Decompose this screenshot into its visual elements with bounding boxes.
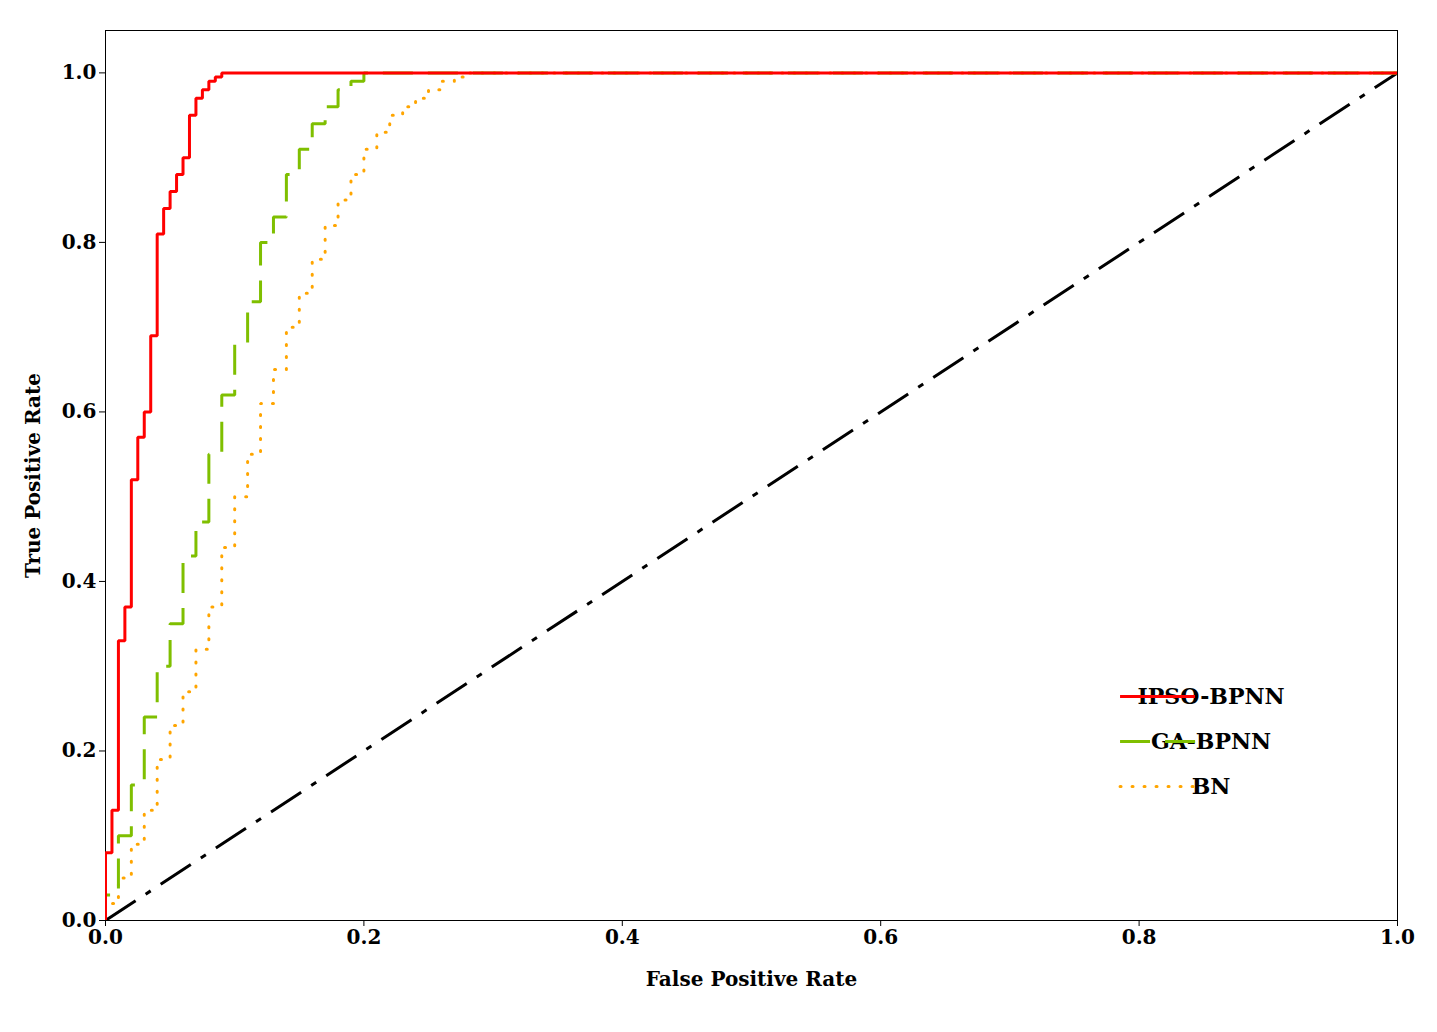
svg-text:False Positive Rate: False Positive Rate (646, 967, 857, 991)
svg-text:1.0: 1.0 (1380, 925, 1415, 949)
svg-text:0.8: 0.8 (62, 230, 97, 254)
svg-text:GA-BPNN: GA-BPNN (1150, 728, 1272, 755)
svg-text:0.8: 0.8 (1122, 925, 1157, 949)
svg-text:0.4: 0.4 (62, 569, 97, 593)
svg-text:0.4: 0.4 (605, 925, 640, 949)
svg-text:0.6: 0.6 (62, 399, 97, 423)
svg-text:0.6: 0.6 (863, 925, 898, 949)
svg-text:0.0: 0.0 (88, 925, 123, 949)
svg-text:BN: BN (1192, 773, 1231, 799)
svg-text:IPSO-BPNN: IPSO-BPNN (1137, 683, 1285, 710)
svg-text:True Positive Rate: True Positive Rate (21, 373, 45, 578)
svg-text:0.2: 0.2 (62, 738, 97, 762)
svg-text:0.2: 0.2 (347, 925, 382, 949)
svg-text:1.0: 1.0 (62, 60, 97, 84)
svg-text:0.0: 0.0 (61, 907, 97, 932)
